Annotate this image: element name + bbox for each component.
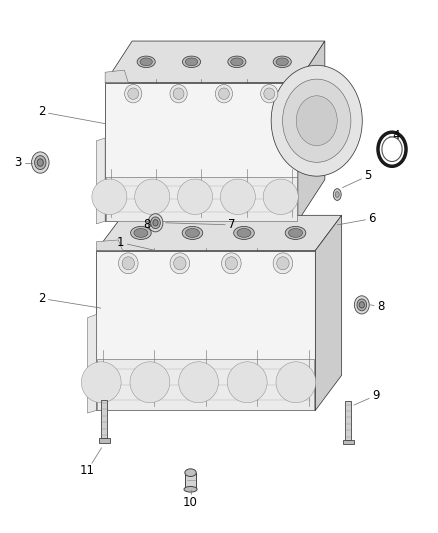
Ellipse shape (222, 253, 241, 274)
Ellipse shape (134, 229, 148, 237)
Ellipse shape (170, 253, 190, 274)
Ellipse shape (237, 229, 251, 237)
Text: 7: 7 (228, 219, 236, 231)
Polygon shape (96, 215, 342, 251)
Circle shape (151, 217, 160, 229)
Circle shape (35, 156, 46, 169)
Circle shape (271, 66, 362, 176)
Circle shape (359, 302, 364, 308)
Ellipse shape (119, 253, 138, 274)
Bar (346, 401, 351, 440)
Ellipse shape (227, 362, 267, 403)
Ellipse shape (277, 257, 289, 270)
Bar (185, 473, 196, 489)
Ellipse shape (184, 487, 197, 492)
Text: 6: 6 (368, 212, 376, 225)
Polygon shape (105, 83, 298, 221)
Text: 11: 11 (80, 464, 95, 477)
Circle shape (357, 299, 367, 311)
Ellipse shape (261, 85, 278, 103)
Ellipse shape (128, 88, 139, 100)
Circle shape (296, 96, 337, 146)
Text: 4: 4 (392, 130, 400, 142)
Polygon shape (96, 251, 315, 410)
Ellipse shape (264, 88, 275, 100)
Circle shape (378, 132, 406, 166)
Ellipse shape (263, 179, 298, 215)
Ellipse shape (276, 362, 316, 403)
Ellipse shape (125, 85, 142, 103)
Bar (101, 400, 107, 438)
Polygon shape (298, 41, 325, 221)
Bar (343, 440, 354, 445)
Ellipse shape (219, 88, 230, 100)
Ellipse shape (215, 85, 233, 103)
Ellipse shape (135, 179, 170, 215)
Ellipse shape (289, 229, 303, 237)
Text: 2: 2 (38, 292, 46, 305)
Polygon shape (88, 314, 96, 413)
Ellipse shape (131, 227, 151, 239)
Ellipse shape (234, 227, 254, 239)
Polygon shape (315, 215, 342, 410)
Polygon shape (106, 177, 297, 221)
Ellipse shape (177, 179, 212, 215)
Ellipse shape (140, 58, 152, 66)
Bar (99, 438, 110, 443)
Circle shape (32, 152, 49, 173)
Text: 10: 10 (183, 496, 198, 508)
Ellipse shape (185, 58, 198, 66)
Ellipse shape (220, 179, 255, 215)
Circle shape (354, 296, 369, 314)
Ellipse shape (183, 56, 201, 68)
Circle shape (148, 214, 163, 232)
Polygon shape (105, 70, 128, 83)
Circle shape (382, 137, 402, 161)
Ellipse shape (228, 56, 246, 68)
Polygon shape (97, 359, 314, 410)
Ellipse shape (285, 227, 306, 239)
Text: 8: 8 (143, 219, 150, 231)
Ellipse shape (179, 362, 219, 403)
Ellipse shape (182, 227, 203, 239)
Ellipse shape (130, 362, 170, 403)
Ellipse shape (231, 58, 243, 66)
Circle shape (283, 79, 351, 163)
Polygon shape (96, 240, 123, 251)
Ellipse shape (273, 56, 291, 68)
Circle shape (153, 220, 158, 226)
Ellipse shape (122, 257, 134, 270)
Ellipse shape (273, 253, 293, 274)
Ellipse shape (81, 362, 121, 403)
Text: 3: 3 (14, 156, 21, 169)
Ellipse shape (333, 189, 341, 200)
Ellipse shape (336, 192, 339, 197)
Text: 9: 9 (372, 389, 380, 402)
Ellipse shape (276, 58, 288, 66)
Text: 5: 5 (364, 169, 371, 182)
Polygon shape (96, 138, 105, 224)
Polygon shape (105, 41, 325, 83)
Ellipse shape (225, 257, 237, 270)
Text: 8: 8 (378, 300, 385, 313)
Ellipse shape (170, 85, 187, 103)
Ellipse shape (173, 257, 186, 270)
Ellipse shape (185, 229, 199, 237)
Ellipse shape (92, 179, 127, 215)
Circle shape (37, 159, 43, 166)
Ellipse shape (173, 88, 184, 100)
Ellipse shape (185, 469, 196, 477)
Ellipse shape (137, 56, 155, 68)
Text: 2: 2 (38, 106, 46, 118)
Text: 1: 1 (117, 236, 124, 249)
